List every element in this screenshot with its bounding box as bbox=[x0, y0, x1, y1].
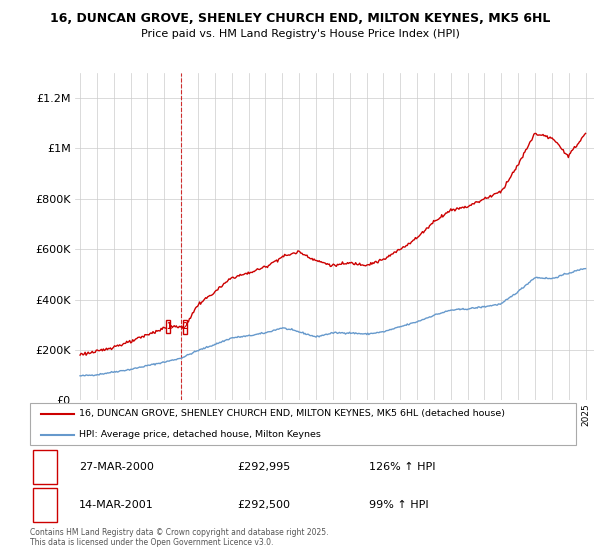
Text: £292,995: £292,995 bbox=[238, 462, 291, 472]
Text: 2: 2 bbox=[182, 322, 187, 331]
Text: 126% ↑ HPI: 126% ↑ HPI bbox=[368, 462, 435, 472]
FancyBboxPatch shape bbox=[33, 450, 58, 484]
Text: HPI: Average price, detached house, Milton Keynes: HPI: Average price, detached house, Milt… bbox=[79, 430, 321, 439]
Text: 16, DUNCAN GROVE, SHENLEY CHURCH END, MILTON KEYNES, MK5 6HL: 16, DUNCAN GROVE, SHENLEY CHURCH END, MI… bbox=[50, 12, 550, 25]
Text: 2: 2 bbox=[41, 500, 49, 510]
Text: 27-MAR-2000: 27-MAR-2000 bbox=[79, 462, 154, 472]
Bar bbox=[166, 320, 170, 334]
Text: £292,500: £292,500 bbox=[238, 500, 290, 510]
FancyBboxPatch shape bbox=[30, 403, 576, 445]
Text: 99% ↑ HPI: 99% ↑ HPI bbox=[368, 500, 428, 510]
Text: 14-MAR-2001: 14-MAR-2001 bbox=[79, 500, 154, 510]
Text: 16, DUNCAN GROVE, SHENLEY CHURCH END, MILTON KEYNES, MK5 6HL (detached house): 16, DUNCAN GROVE, SHENLEY CHURCH END, MI… bbox=[79, 409, 505, 418]
Text: 1: 1 bbox=[41, 462, 49, 472]
FancyBboxPatch shape bbox=[33, 488, 58, 522]
Bar bbox=[182, 320, 187, 334]
Text: Contains HM Land Registry data © Crown copyright and database right 2025.
This d: Contains HM Land Registry data © Crown c… bbox=[30, 528, 329, 547]
Text: 1: 1 bbox=[166, 322, 171, 331]
Text: Price paid vs. HM Land Registry's House Price Index (HPI): Price paid vs. HM Land Registry's House … bbox=[140, 29, 460, 39]
